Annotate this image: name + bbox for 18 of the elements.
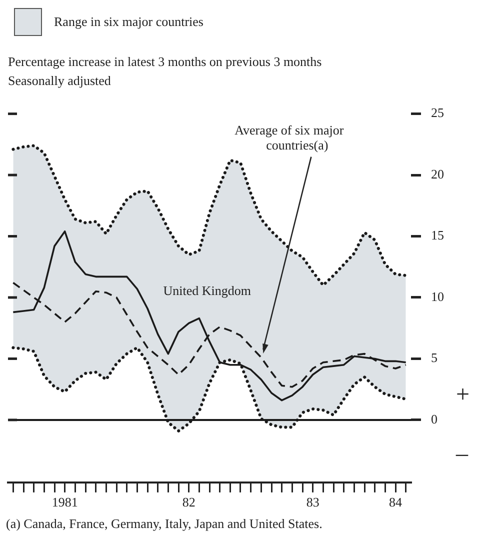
chart-subtitle: Seasonally adjusted (8, 72, 112, 90)
y-tick-label: 20 (431, 166, 444, 182)
x-tick-label: 83 (306, 494, 320, 510)
chart-title: Percentage increase in latest 3 months on previous 3 months (8, 53, 322, 71)
legend-label: Range in six major countries (54, 14, 204, 30)
y-tick-label: 5 (431, 350, 438, 366)
x-tick-label: 82 (182, 494, 196, 510)
text: + (456, 382, 470, 408)
series-label: United Kingdom (163, 283, 252, 298)
x-tick-label: 84 (389, 494, 402, 510)
y-tick-label: 25 (431, 105, 444, 120)
y-tick-label: 0 (431, 411, 438, 426)
text: – (456, 441, 468, 468)
y-tick-label: 15 (431, 228, 444, 243)
y-tick-label: 10 (431, 288, 444, 304)
text: (a) Canada, France, Germany, Italy, Japan and United States. (6, 516, 322, 532)
x-tick-label: 1981 (52, 494, 78, 510)
text: Average of six major countries(a) (234, 122, 344, 153)
